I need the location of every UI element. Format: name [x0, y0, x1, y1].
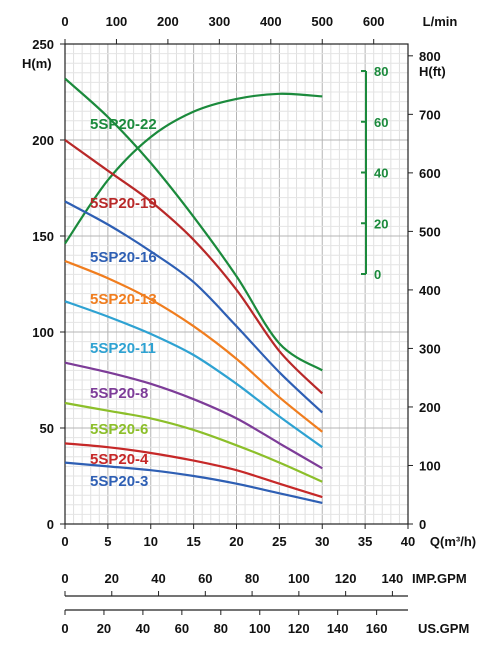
y-left-tick-label: 100 — [32, 325, 54, 340]
top-tick-label: 500 — [311, 14, 333, 29]
x-tick-label: 5 — [104, 534, 111, 549]
series-line — [64, 461, 323, 504]
efficiency-tick-label: 40 — [374, 166, 388, 181]
series-line — [64, 139, 324, 395]
efficiency-curve — [64, 92, 323, 245]
series-line — [64, 401, 323, 483]
y-right-axis-label: H(ft) — [419, 64, 446, 79]
y-right-tick-label: 400 — [419, 283, 441, 298]
series-label: 5SP20-16 — [90, 249, 157, 266]
imp-gpm-tick-label: 20 — [105, 571, 119, 586]
y-left-tick-label: 50 — [40, 421, 54, 436]
y-right-tick-label: 700 — [419, 107, 441, 122]
top-tick-label: 300 — [208, 14, 230, 29]
x-tick-label: 20 — [229, 534, 243, 549]
us-gpm-tick-label: 80 — [214, 621, 228, 636]
y-right-tick-label: 200 — [419, 400, 441, 415]
us-gpm-tick-label: 40 — [136, 621, 150, 636]
us-gpm-tick-label: 60 — [175, 621, 189, 636]
y-right-tick-label: 800 — [419, 49, 441, 64]
curve-labels: 5SP20-22 5SP20-19 5SP20-16 5SP20-13 5SP20-11… — [90, 116, 157, 490]
imp-gpm-axis-label: IMP.GPM — [412, 571, 467, 586]
x-tick-label: 40 — [401, 534, 415, 549]
x-tick-label: 25 — [272, 534, 286, 549]
efficiency-axis: 0 20 40 60 80 — [361, 64, 388, 282]
x-tick-label: 35 — [358, 534, 372, 549]
y-right-tick-label: 300 — [419, 341, 441, 356]
us-gpm-tick-label: 160 — [366, 621, 388, 636]
us-gpm-tick-label: 20 — [97, 621, 111, 636]
top-tick-label: 200 — [157, 14, 179, 29]
y-right-tick-label: 600 — [419, 166, 441, 181]
axes: 0 5 10 15 20 25 30 35 40 Q(m³/h)0 100 200 300 400 500 6… — [22, 14, 476, 549]
top-tick-label: 400 — [260, 14, 282, 29]
imp-gpm-tick-label: 60 — [198, 571, 212, 586]
performance-curves — [64, 77, 324, 504]
series-label: 5SP20-6 — [90, 421, 148, 438]
us-gpm-tick-label: 0 — [61, 621, 68, 636]
series-line — [64, 300, 323, 449]
us-gpm-tick-label: 100 — [249, 621, 271, 636]
x-axis-label: Q(m³/h) — [430, 534, 476, 549]
grid — [64, 43, 409, 525]
y-left-tick-label: 0 — [47, 517, 54, 532]
top-tick-label: 600 — [363, 14, 385, 29]
y-left-axis-label: H(m) — [22, 56, 52, 71]
top-tick-label: 0 — [61, 14, 68, 29]
us-gpm-tick-label: 140 — [327, 621, 349, 636]
x-tick-label: 15 — [186, 534, 200, 549]
imp-gpm-tick-label: 0 — [61, 571, 68, 586]
series-line — [64, 442, 323, 499]
series-line — [64, 77, 323, 372]
y-left-tick-label: 150 — [32, 229, 54, 244]
efficiency-tick-label: 80 — [374, 64, 388, 79]
y-right-tick-label: 100 — [419, 458, 441, 473]
us-gpm-axis-label: US.GPM — [418, 621, 469, 636]
y-left-tick-label: 200 — [32, 133, 54, 148]
imp-gpm-tick-label: 80 — [245, 571, 259, 586]
gpm-scales: 0 20 40 60 80 100 120 140 IMP.GPM 0 20 40 60 80 100 120… — [61, 571, 469, 636]
y-left-tick-label: 250 — [32, 37, 54, 52]
series-label: 5SP20-19 — [90, 195, 157, 212]
series-label: 5SP20-13 — [90, 291, 157, 308]
imp-gpm-tick-label: 40 — [151, 571, 165, 586]
series-label: 5SP20-22 — [90, 116, 157, 133]
imp-gpm-tick-label: 120 — [335, 571, 357, 586]
top-axis-label: L/min — [423, 14, 458, 29]
series-line — [64, 361, 323, 470]
series-label: 5SP20-8 — [90, 385, 148, 402]
x-tick-label: 0 — [61, 534, 68, 549]
series-line — [64, 200, 324, 414]
imp-gpm-tick-label: 100 — [288, 571, 310, 586]
x-tick-label: 30 — [315, 534, 329, 549]
us-gpm-tick-label: 120 — [288, 621, 310, 636]
y-right-tick-label: 500 — [419, 224, 441, 239]
efficiency-tick-label: 0 — [374, 267, 381, 282]
series-label: 5SP20-4 — [90, 451, 149, 468]
efficiency-tick-label: 60 — [374, 115, 388, 130]
series-label: 5SP20-3 — [90, 473, 148, 490]
series-label: 5SP20-11 — [90, 340, 156, 357]
series-line — [64, 259, 323, 433]
efficiency-tick-label: 20 — [374, 216, 388, 231]
top-tick-label: 100 — [106, 14, 128, 29]
x-tick-label: 10 — [144, 534, 158, 549]
y-right-tick-label: 0 — [419, 517, 426, 532]
imp-gpm-tick-label: 140 — [382, 571, 404, 586]
